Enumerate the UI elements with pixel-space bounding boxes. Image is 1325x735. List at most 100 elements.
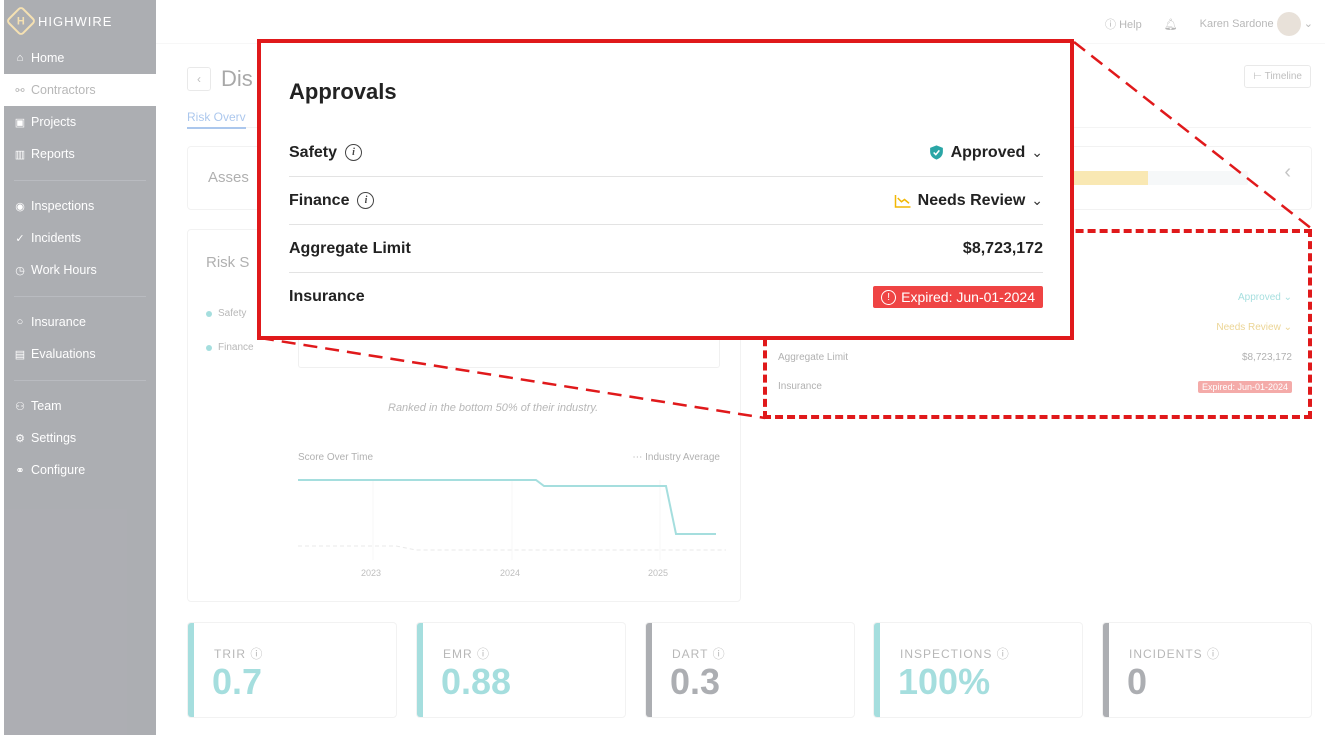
assessment-label: Asses	[208, 169, 249, 186]
approval-label: Safety i	[289, 144, 363, 162]
approved-dropdown-small[interactable]: Approved ⌄	[1238, 292, 1292, 303]
check-icon: ✓	[15, 232, 25, 245]
legend-dot	[206, 310, 212, 317]
approval-row-finance: Finance i Needs Review ⌄	[289, 177, 1043, 225]
bar-chart-icon: ▥	[14, 148, 26, 161]
handshake-icon: ⚯	[15, 84, 25, 97]
industry-average-legend: ⋯ Industry Average	[632, 452, 720, 463]
ranked-text: Ranked in the bottom 50% of their indust…	[388, 402, 599, 414]
kpi-card-incidents[interactable]: INCIDENTS ⓘ 0	[1102, 622, 1312, 718]
gear-icon: ⚙	[15, 432, 25, 445]
kpi-label: INSPECTIONS ⓘ	[900, 647, 1010, 661]
legend-dot	[206, 344, 212, 351]
people-icon: ⚇	[15, 400, 25, 413]
sidebar-nav: ⌂ Home ⚯ Contractors ▣ Projects ▥ Reports ◉ I…	[4, 42, 156, 486]
approval-label: Finance i	[289, 192, 375, 210]
timeline-icon: ⊢	[1253, 71, 1265, 82]
insurance-expired-badge: ! Expired: Jun-01-2024	[873, 286, 1043, 308]
kpi-accent-bar	[1103, 623, 1109, 717]
kpi-accent-bar	[417, 623, 423, 717]
sidebar-divider	[4, 286, 156, 306]
expired-badge-small: Expired: Jun-01-2024	[1197, 381, 1292, 393]
kpi-label: INCIDENTS ⓘ	[1129, 647, 1221, 661]
score-line	[298, 479, 716, 535]
kpi-card-dart[interactable]: DART ⓘ 0.3	[645, 622, 855, 718]
legend-finance[interactable]: Finance	[206, 342, 254, 353]
sidebar-item-configure[interactable]: ⚭ Configure	[15, 463, 86, 477]
user-menu[interactable]: Karen Sardone ⌄	[1200, 12, 1313, 36]
aggregate-limit-value: $8,723,172	[962, 239, 1043, 257]
briefcase-icon: ▣	[14, 116, 26, 129]
x-tick-2023: 2023	[361, 568, 381, 578]
sidebar-item-settings[interactable]: ⚙ Settings	[15, 431, 77, 445]
kpi-label: DART ⓘ	[672, 647, 726, 661]
eye-icon: ◉	[15, 200, 25, 213]
collapse-chevron-icon[interactable]: ‹	[1284, 161, 1291, 183]
approval-label: Insurance	[289, 288, 365, 305]
sidebar-item-inspections[interactable]: ◉ Inspections	[15, 199, 95, 213]
risk-score-label: Risk S	[206, 254, 250, 271]
sidebar-item-incidents[interactable]: ✓ Incidents	[15, 231, 82, 245]
info-icon[interactable]: i	[345, 144, 363, 161]
sidebar-item-projects[interactable]: ▣ Projects	[14, 115, 77, 129]
config-icon: ⚭	[15, 464, 25, 477]
approval-row-aggregate-limit: Aggregate Limit $8,723,172	[289, 225, 1043, 273]
alert-circle-icon: !	[881, 289, 897, 305]
x-tick-2024: 2024	[500, 568, 520, 578]
brand-name: HIGHWIRE	[38, 13, 113, 29]
sidebar-item-reports[interactable]: ▥ Reports	[14, 147, 75, 161]
score-over-time-label: Score Over Time	[298, 452, 374, 463]
trending-down-chart-icon	[894, 194, 911, 208]
shield-check-icon	[929, 145, 943, 160]
clock-icon: ◷	[15, 264, 25, 277]
kpi-card-emr[interactable]: EMR ⓘ 0.88	[416, 622, 626, 718]
tab-risk-overview[interactable]: Risk Overv	[187, 110, 246, 129]
legend-safety[interactable]: Safety	[206, 308, 246, 319]
dashed-line-icon: ⋯	[632, 452, 646, 463]
approval-label: Aggregate Limit	[289, 239, 411, 257]
kpi-card-trir[interactable]: TRIR ⓘ 0.7	[187, 622, 397, 718]
approvals-zoom-callout: Approvals Safety i Approved ⌄ Finance i Ne…	[257, 39, 1074, 340]
kpi-label: EMR ⓘ	[443, 647, 491, 661]
kpi-accent-bar	[646, 623, 652, 717]
help-link[interactable]: ⓘ Help	[1105, 19, 1142, 31]
page-title: Dis	[221, 66, 253, 91]
sidebar-divider	[4, 170, 156, 190]
clipboard-icon: ▤	[14, 348, 26, 361]
approval-row-aggregate-small: Aggregate Limit $8,723,172	[778, 352, 1292, 363]
bell-icon[interactable]: 🔔︎	[1163, 18, 1178, 31]
sidebar-item-insurance[interactable]: ○ Insurance	[4, 306, 156, 338]
approvals-title: Approvals	[289, 79, 397, 104]
safety-status-dropdown[interactable]: Approved ⌄	[928, 144, 1043, 162]
kpi-card-inspections[interactable]: INSPECTIONS ⓘ 100%	[873, 622, 1083, 718]
finance-status-dropdown[interactable]: Needs Review ⌄	[894, 192, 1043, 210]
connector-line-top	[1073, 41, 1313, 230]
brand-logo[interactable]: H HIGHWIRE	[4, 0, 156, 42]
info-icon[interactable]: i	[357, 192, 375, 209]
page-header: ‹ Dis	[187, 66, 253, 92]
chevron-down-icon: ⌄	[1031, 144, 1043, 160]
chevron-down-icon: ⌄	[1031, 192, 1043, 208]
kpi-value: 0.88	[441, 661, 512, 702]
sidebar-item-evaluations[interactable]: ▤ Evaluations	[14, 347, 96, 361]
kpi-accent-bar	[188, 623, 194, 717]
needs-review-dropdown-small[interactable]: Needs Review ⌄	[1216, 322, 1292, 333]
timeline-button[interactable]: ⊢ Timeline	[1244, 65, 1311, 88]
sidebar: H HIGHWIRE ⌂ Home ⚯ Contractors ▣ Projects …	[4, 0, 156, 735]
sidebar-divider	[4, 370, 156, 390]
approval-row-insurance: Insurance ! Expired: Jun-01-2024	[289, 273, 1043, 321]
kpi-label: TRIR ⓘ	[214, 647, 264, 661]
sidebar-item-work-hours[interactable]: ◷ Work Hours	[15, 263, 97, 277]
back-button[interactable]: ‹	[187, 67, 211, 91]
sidebar-item-contractors[interactable]: ⚯ Contractors	[4, 74, 156, 106]
industry-average-line	[298, 545, 726, 551]
kpi-value: 0.7	[212, 661, 263, 702]
sidebar-item-team[interactable]: ⚇ Team	[15, 399, 62, 413]
approval-row-insurance-small: Insurance Expired: Jun-01-2024	[778, 381, 1292, 393]
chevron-down-icon: ⌄	[1303, 17, 1313, 30]
home-icon: ⌂	[16, 52, 24, 64]
approval-row-safety: Safety i Approved ⌄	[289, 129, 1043, 177]
sidebar-item-home[interactable]: ⌂ Home	[4, 42, 156, 74]
score-over-time-chart: 2023 2024 2025	[298, 479, 726, 578]
